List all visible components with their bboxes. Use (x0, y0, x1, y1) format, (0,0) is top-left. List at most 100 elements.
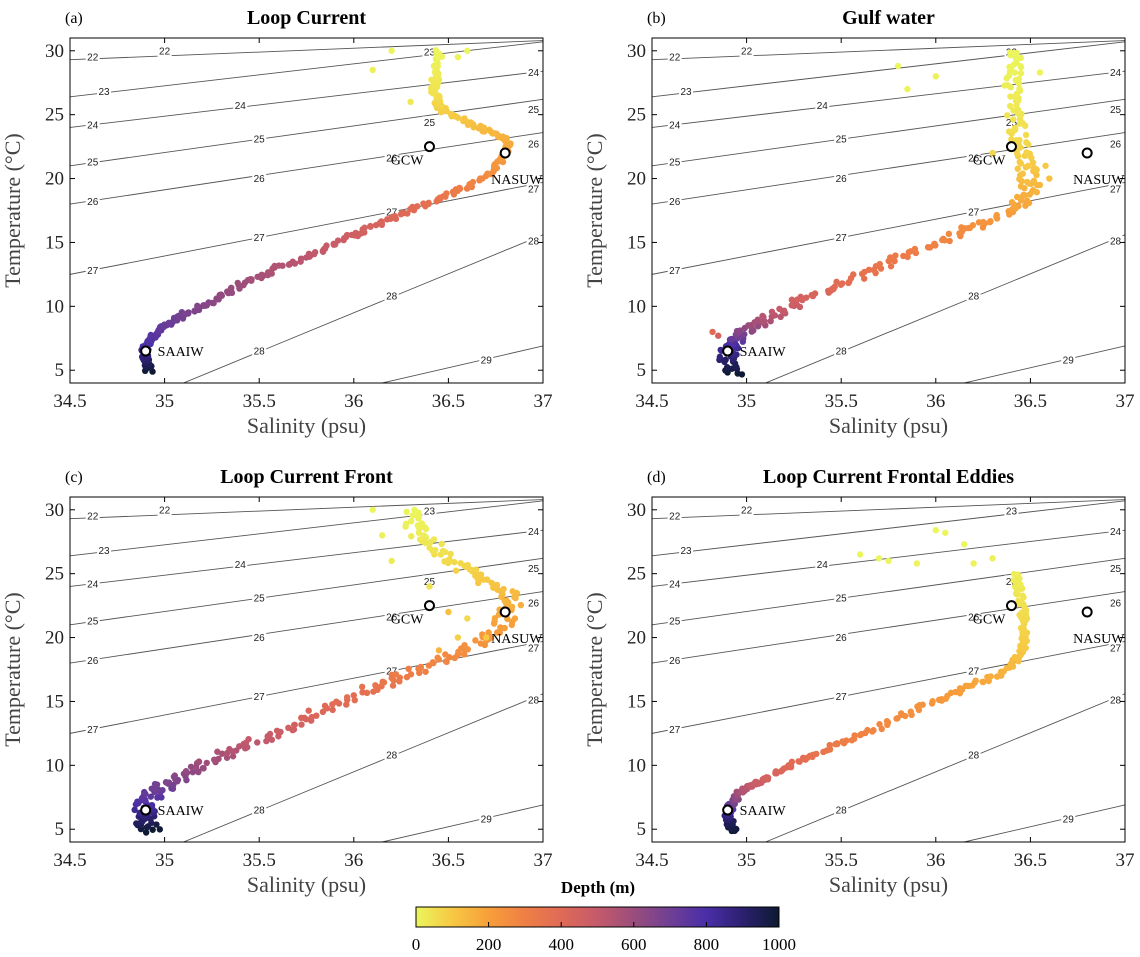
ts-point (779, 767, 786, 774)
water-mass-label: NASUW (491, 632, 543, 647)
x-tick-label: 35.5 (243, 391, 276, 412)
ts-point (147, 331, 155, 339)
isopycnal-24 (652, 70, 1125, 128)
ts-point (843, 737, 850, 744)
ts-point (351, 696, 358, 704)
ts-point (486, 126, 493, 134)
ts-point (902, 712, 909, 720)
ts-point (462, 563, 469, 570)
ts-point (273, 727, 281, 734)
ts-point (494, 629, 501, 636)
isopycnal-23 (652, 41, 1125, 98)
ts-point (426, 583, 433, 590)
ts-point (788, 296, 796, 303)
ts-point (443, 190, 450, 197)
ts-point (211, 756, 218, 763)
ts-point (1017, 70, 1025, 77)
isopycnal-label-bg (252, 690, 267, 703)
isopycnal-label-bg (667, 195, 682, 208)
ts-point (142, 829, 150, 836)
isopycnal-label-bg (1061, 813, 1076, 825)
isopycnal-label-bg (252, 591, 267, 604)
isopycnal-26 (652, 591, 1125, 664)
ts-point (1017, 581, 1024, 588)
ts-point (313, 712, 320, 719)
y-tick-label: 5 (55, 819, 65, 840)
ts-point (378, 219, 386, 226)
y-tick-label: 5 (55, 360, 65, 381)
ts-point (509, 588, 516, 595)
ts-point (709, 328, 716, 336)
isopycnal-label: 25 (87, 616, 99, 627)
isopycnal-label: 25 (254, 134, 266, 145)
ts-point (1036, 69, 1044, 76)
isopycnal-28 (765, 693, 1125, 842)
ts-point (795, 758, 802, 765)
ts-point (892, 252, 899, 259)
ts-point (1011, 124, 1019, 132)
isopycnal-label-bg (97, 544, 112, 557)
ts-point (870, 727, 877, 734)
isopycnal-label: 24 (87, 120, 99, 131)
ts-point (234, 279, 241, 287)
isopycnal-label-bg (966, 749, 981, 762)
ts-point (391, 212, 399, 220)
isopycnal-label: 27 (1110, 184, 1122, 195)
ts-point (194, 302, 201, 310)
isopycnal-label: 28 (528, 237, 540, 248)
ts-point (1014, 165, 1021, 172)
ts-point (452, 567, 460, 574)
ts-point (343, 694, 351, 701)
ts-point (363, 689, 371, 697)
ts-point (723, 363, 731, 371)
ts-point (483, 634, 490, 641)
ts-point (432, 546, 439, 554)
isopycnal-label: 27 (968, 207, 980, 218)
isopycnal-label: 25 (424, 118, 436, 129)
x-tick-label: 34.5 (53, 391, 86, 412)
isopycnal-label: 26 (528, 599, 540, 610)
ts-point (445, 556, 453, 564)
y-tick-label: 25 (627, 105, 646, 126)
water-mass-label: NASUW (1073, 173, 1125, 188)
isopycnal-label: 26 (968, 154, 980, 165)
isopycnal-label: 25 (1006, 118, 1018, 129)
ts-point (430, 536, 438, 543)
ts-point (972, 677, 979, 684)
ts-point (772, 768, 780, 775)
y-axis-label: Temperature (°C) (0, 133, 25, 287)
water-mass-marker-gcw (1005, 600, 1017, 612)
water-mass-label: SAAIW (740, 345, 787, 360)
isopycnal-label-bg (97, 85, 112, 98)
isopycnal-label-bg (422, 116, 437, 129)
isopycnal-label-bg (252, 132, 267, 145)
isopycnal-label: 26 (254, 174, 266, 185)
ts-point (369, 506, 376, 513)
isopycnal-label: 27 (87, 266, 99, 277)
isopycnal-22 (70, 499, 543, 520)
ts-point (1022, 644, 1029, 652)
ts-point (187, 763, 195, 770)
ts-point (893, 715, 900, 722)
panel-title: Loop Current Frontal Eddies (763, 466, 1014, 488)
isopycnal-label: 26 (669, 656, 681, 667)
axes-frame (651, 496, 1126, 843)
x-tick-label: 35 (737, 850, 756, 871)
isopycnal-23 (70, 500, 543, 557)
panel-label: (c) (65, 469, 83, 486)
colorbar-tick-label: 800 (694, 935, 720, 954)
isopycnal-label: 24 (1110, 527, 1122, 538)
isopycnal-28 (183, 693, 543, 842)
ts-point (416, 536, 424, 543)
isopycnal-label-bg (667, 614, 682, 627)
isopycnal-label-bg (1108, 562, 1123, 575)
isopycnal-label-bg (966, 205, 981, 218)
colorbar-tick-label: 400 (548, 935, 574, 954)
axes-frame (651, 37, 1126, 384)
ts-point (403, 508, 410, 516)
ts-point (456, 184, 463, 192)
ts-point (876, 721, 883, 728)
isopycnal-label-bg (422, 46, 437, 59)
isopycnal-label-bg (85, 155, 100, 168)
isopycnal-label-bg (1108, 182, 1123, 195)
